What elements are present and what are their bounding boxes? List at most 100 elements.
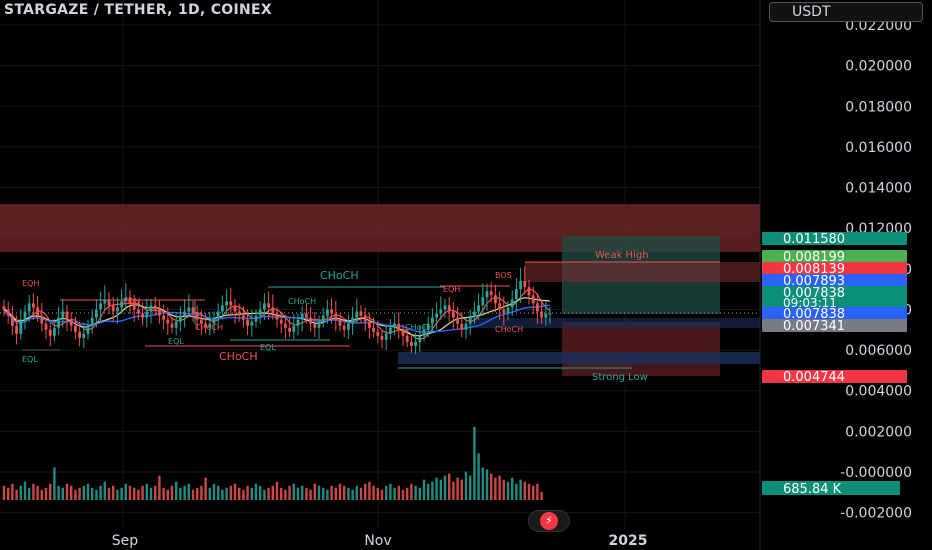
price-tag-label: 0.008139: [783, 262, 845, 277]
volume-bar: [61, 487, 64, 500]
candle-body: [237, 311, 241, 316]
price-tag: [762, 232, 907, 245]
volume-bar: [221, 489, 224, 500]
candle-body: [271, 307, 275, 314]
y-tick-label: 0.020000: [845, 59, 912, 75]
volume-bar: [380, 489, 384, 500]
candle-body: [540, 311, 543, 318]
candle-body: [355, 311, 359, 318]
volume-bar: [95, 489, 98, 500]
candle-body: [170, 323, 174, 328]
fvg-zone: [470, 318, 760, 328]
candle-body: [250, 321, 254, 326]
volume-bar: [112, 485, 115, 500]
candle-body: [137, 309, 140, 314]
volume-bar: [351, 489, 354, 500]
candle-body: [431, 317, 434, 324]
volume-bar: [460, 479, 463, 500]
candle-body: [229, 301, 233, 306]
volume-bar: [456, 477, 459, 500]
chart-title: STARGAZE / TETHER, 1D, COINEX: [4, 2, 272, 18]
volume-bar: [355, 485, 358, 500]
volume-bar: [477, 453, 480, 500]
x-tick-label: Sep: [112, 533, 139, 549]
volume-bar: [116, 489, 119, 500]
x-axis[interactable]: Sep Nov 2025: [112, 533, 648, 549]
structure-labels: CHoCH CHoCH Weak High Strong Low EQL EQL EQH EQ…: [22, 250, 649, 383]
volume-bar: [7, 487, 10, 500]
candle-body: [195, 313, 199, 320]
candle-body: [531, 295, 535, 304]
price-tag-label: 0.004744: [783, 370, 845, 385]
volume-bar: [267, 487, 270, 500]
price-tags: 0.0115800.0081990.0081390.0078930.007838…: [762, 232, 907, 497]
weak-high-zone: [525, 262, 760, 282]
currency-selector[interactable]: USDT: [769, 2, 923, 22]
candle-body: [548, 313, 552, 315]
volume-bar: [86, 483, 90, 500]
candle-body: [372, 327, 375, 332]
volume-bar: [32, 483, 35, 500]
candle-body: [107, 299, 111, 306]
volume-bar: [418, 487, 421, 500]
volume-bar: [246, 485, 249, 500]
candle-body: [174, 321, 178, 328]
candle-body: [166, 319, 170, 324]
volume-bar: [540, 491, 543, 500]
candle-body: [439, 309, 443, 314]
candle-body: [309, 317, 312, 324]
volume-bar: [40, 489, 43, 500]
volume-bar: [145, 483, 148, 500]
candle-body: [116, 307, 119, 312]
candle-body: [523, 281, 527, 288]
candlesticks: [2, 265, 552, 355]
candle-body: [527, 287, 531, 296]
volume-bar: [313, 483, 316, 500]
y-tick-label: 0.016000: [845, 140, 912, 156]
structure-label: EQL: [168, 337, 184, 346]
candle-body: [44, 323, 48, 330]
candle-body: [410, 341, 413, 347]
price-tag: [762, 274, 907, 287]
volume-bar: [523, 481, 526, 500]
volume-bar: [401, 489, 405, 500]
volume-bar: [128, 485, 132, 500]
structure-label: CHoCH: [495, 325, 523, 334]
candle-body: [183, 311, 186, 316]
replay-button[interactable]: ⚡: [528, 510, 570, 532]
candle-body: [422, 329, 426, 336]
volume-bar: [385, 485, 388, 500]
volume-bar: [250, 487, 253, 500]
candle-body: [162, 315, 165, 320]
volume-bar: [36, 485, 39, 500]
candle-body: [544, 313, 548, 318]
candle-body: [376, 331, 380, 336]
volume-bar: [506, 481, 510, 500]
candle-body: [23, 311, 27, 322]
volume-bar: [141, 485, 144, 500]
candle-body: [384, 333, 388, 340]
volume-bar: [225, 487, 228, 500]
volume-bar: [372, 485, 375, 500]
volume-bar: [183, 485, 186, 500]
volume-bar: [259, 485, 262, 500]
volume-bar: [44, 487, 48, 500]
price-tag: [762, 286, 907, 308]
y-tick-label: 0.018000: [845, 99, 912, 115]
volume-bar: [74, 489, 77, 500]
volume-bar: [57, 485, 60, 500]
candle-body: [489, 291, 493, 296]
volume-bar: [410, 483, 413, 500]
volume-bar: [464, 471, 468, 500]
volume-bars: [2, 426, 543, 500]
volume-bar: [154, 485, 157, 500]
volume-bar: [99, 485, 102, 500]
volume-bar: [393, 487, 396, 500]
volume-bar: [107, 487, 111, 500]
volume-bar: [191, 489, 195, 500]
volume-bar: [166, 489, 169, 500]
volume-bar: [406, 487, 409, 500]
grid-lines: [0, 0, 760, 530]
candle-body: [128, 297, 132, 304]
